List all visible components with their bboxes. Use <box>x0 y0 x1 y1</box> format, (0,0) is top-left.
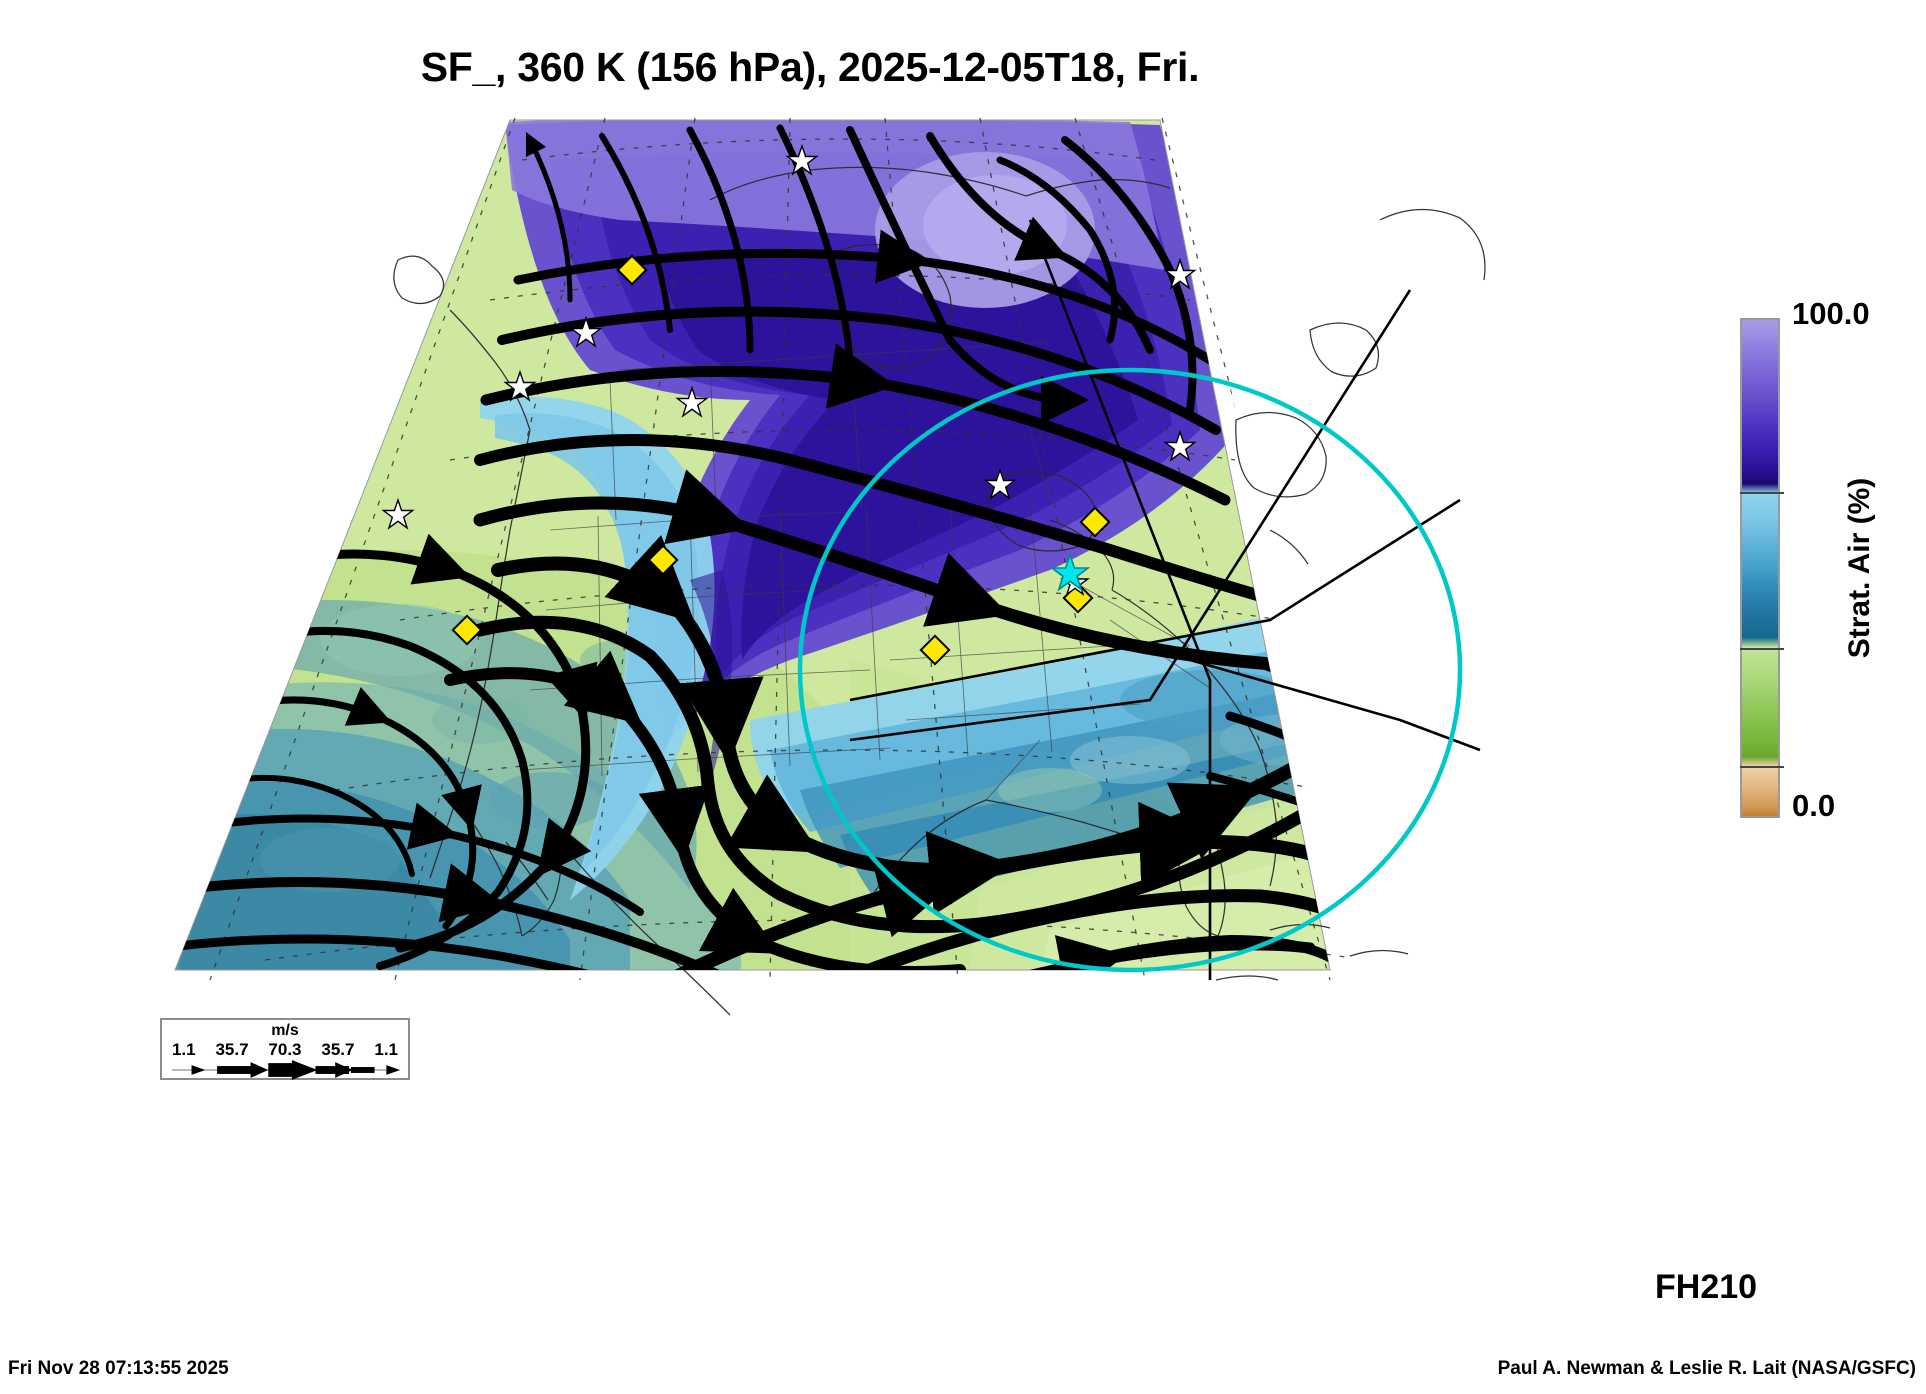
colorbar-axis-label: Strat. Air (%) <box>1843 477 1876 659</box>
colorbar-tick <box>1740 648 1784 650</box>
station-star[interactable] <box>503 369 537 402</box>
station-star[interactable] <box>983 467 1017 500</box>
wind-scale-legend: m/s 1.1 35.7 70.3 35.7 1.1 <box>160 1018 410 1080</box>
station-star[interactable] <box>1163 429 1197 462</box>
wind-value: 70.3 <box>268 1040 302 1059</box>
forecast-hour-label: FH210 <box>1655 1268 1758 1306</box>
station-diamond[interactable] <box>1079 506 1111 538</box>
station-diamond[interactable] <box>919 634 951 666</box>
wind-value: 1.1 <box>374 1040 398 1059</box>
wind-value: 1.1 <box>171 1040 196 1059</box>
author-credit: Paul A. Newman & Leslie R. Lait (NASA/GS… <box>1497 1358 1916 1379</box>
colorbar-tick <box>1740 492 1784 494</box>
station-diamond[interactable] <box>647 544 679 576</box>
station-star[interactable] <box>569 315 603 348</box>
station-star[interactable] <box>381 497 415 530</box>
map-boundary <box>174 119 1331 971</box>
map-canvas[interactable] <box>150 100 1570 1030</box>
station-star[interactable] <box>1163 257 1197 290</box>
station-star[interactable] <box>675 385 709 418</box>
wind-value: 35.7 <box>215 1040 249 1059</box>
wind-streamlines <box>175 124 1330 970</box>
wind-arrow-scale <box>171 1060 401 1080</box>
station-star[interactable] <box>785 143 819 176</box>
wind-value: 35.7 <box>321 1040 355 1059</box>
colorbar-min-label: 0.0 <box>1792 788 1836 823</box>
colorbar-tick <box>1740 766 1784 768</box>
flight-track-lines <box>849 219 1481 980</box>
colorbar[interactable]: 100.0 0.0 Strat. Air (%) <box>1740 296 1876 823</box>
station-markers-diamond[interactable] <box>451 254 1111 666</box>
page-title: SF_, 360 K (156 hPa), 2025-12-05T18, Fri… <box>420 44 1200 90</box>
map-panel[interactable] <box>150 100 1570 1030</box>
colorbar-gradient[interactable] <box>1740 318 1784 818</box>
aircraft-position-icon[interactable] <box>1049 552 1091 592</box>
flight-range-circle <box>797 367 1463 973</box>
station-diamond[interactable] <box>451 614 483 646</box>
generation-timestamp: Fri Nov 28 07:13:55 2025 <box>8 1358 229 1379</box>
wind-value-labels: 1.1 35.7 70.3 35.7 1.1 <box>162 1040 408 1060</box>
wind-units-label: m/s <box>271 1022 299 1039</box>
colorbar-max-label: 100.0 <box>1792 296 1870 331</box>
station-diamond[interactable] <box>616 254 648 286</box>
